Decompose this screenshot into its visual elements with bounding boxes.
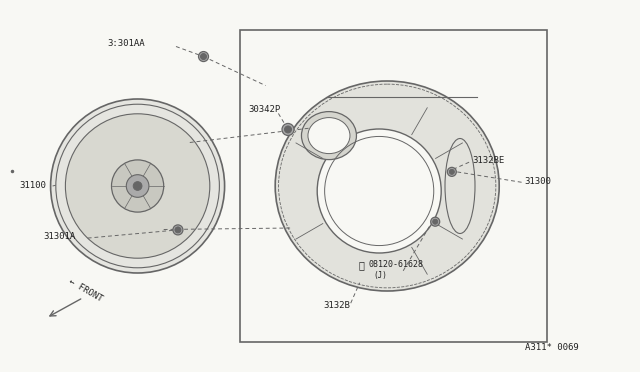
Ellipse shape (198, 52, 209, 61)
Ellipse shape (317, 129, 441, 253)
Ellipse shape (449, 169, 454, 174)
Text: ← FRONT: ← FRONT (67, 277, 104, 304)
Text: 3132B: 3132B (323, 301, 350, 310)
Text: 3:301AA: 3:301AA (108, 39, 145, 48)
Ellipse shape (282, 124, 294, 135)
Text: 08120-61628: 08120-61628 (369, 260, 424, 269)
Ellipse shape (308, 118, 350, 154)
Ellipse shape (431, 217, 440, 226)
Ellipse shape (111, 160, 164, 212)
Ellipse shape (200, 54, 207, 60)
Ellipse shape (285, 126, 291, 133)
Ellipse shape (126, 175, 149, 197)
Ellipse shape (65, 114, 210, 258)
Text: 31301A: 31301A (44, 232, 76, 241)
Ellipse shape (433, 219, 438, 224)
Text: 31300: 31300 (525, 177, 552, 186)
Ellipse shape (447, 167, 456, 176)
Text: 31100: 31100 (19, 181, 46, 190)
Text: Ⓑ: Ⓑ (358, 260, 364, 270)
Ellipse shape (175, 227, 181, 233)
Ellipse shape (173, 225, 183, 235)
Text: 3132BE: 3132BE (472, 156, 504, 165)
Ellipse shape (275, 81, 499, 291)
Text: (J): (J) (373, 271, 387, 280)
Ellipse shape (51, 99, 225, 273)
Ellipse shape (133, 182, 142, 190)
Text: A311* 0069: A311* 0069 (525, 343, 579, 352)
Ellipse shape (301, 112, 356, 160)
Text: 30342P: 30342P (248, 105, 280, 114)
